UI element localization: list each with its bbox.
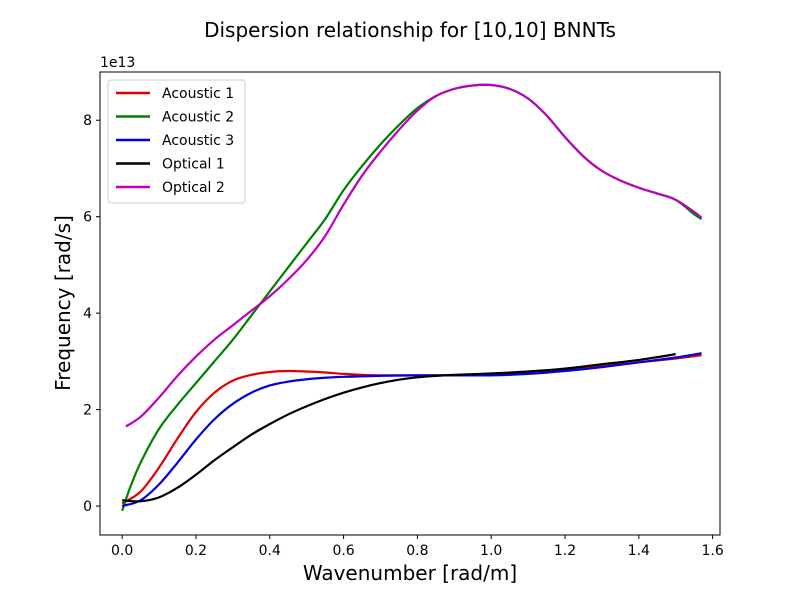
y-tick-label: 4 bbox=[83, 306, 92, 322]
series-line-4 bbox=[122, 353, 676, 503]
legend: Acoustic 1 Acoustic 2 Acoustic 3 Optical 1 O… bbox=[107, 79, 246, 204]
x-tick-label: 0.4 bbox=[259, 543, 281, 559]
x-tick-label: 1.0 bbox=[480, 543, 502, 559]
series-line-3 bbox=[121, 352, 702, 508]
y-axis: 0 2 4 6 8 bbox=[83, 113, 100, 515]
x-tick-label: 1.2 bbox=[554, 543, 576, 559]
y-tick-label: 0 bbox=[83, 499, 92, 515]
legend-label-5: Optical 2 bbox=[162, 180, 225, 196]
legend-label-1: Acoustic 1 bbox=[162, 86, 234, 102]
y-tick-label: 8 bbox=[83, 113, 92, 129]
x-tick-label: 0.6 bbox=[332, 543, 354, 559]
y-tick-label: 2 bbox=[83, 403, 92, 419]
legend-items: Acoustic 1 Acoustic 2 Acoustic 3 Optical 1 O… bbox=[116, 86, 234, 196]
legend-box bbox=[107, 79, 246, 204]
chart-title: Dispersion relationship for [10,10] BNNT… bbox=[204, 18, 616, 42]
legend-label-4: Optical 1 bbox=[162, 157, 225, 173]
series-layer bbox=[121, 83, 703, 512]
legend-label-2: Acoustic 2 bbox=[162, 110, 234, 126]
x-tick-label: 1.6 bbox=[701, 543, 723, 559]
x-tick-label: 0.0 bbox=[111, 543, 133, 559]
y-axis-label: Frequency [rad/s] bbox=[51, 215, 75, 391]
legend-label-3: Acoustic 3 bbox=[162, 133, 234, 149]
x-axis-label: Wavenumber [rad/m] bbox=[303, 561, 517, 585]
y-offset-label: 1e13 bbox=[100, 55, 135, 71]
y-tick-label: 6 bbox=[83, 210, 92, 226]
x-axis: 0.0 0.2 0.4 0.6 0.8 1.0 1.2 1.4 1.6 bbox=[111, 535, 724, 559]
x-tick-label: 0.2 bbox=[185, 543, 207, 559]
x-tick-label: 0.8 bbox=[406, 543, 428, 559]
series-line-5 bbox=[125, 83, 703, 428]
plot-frame bbox=[99, 71, 721, 536]
x-tick-label: 1.4 bbox=[628, 543, 650, 559]
